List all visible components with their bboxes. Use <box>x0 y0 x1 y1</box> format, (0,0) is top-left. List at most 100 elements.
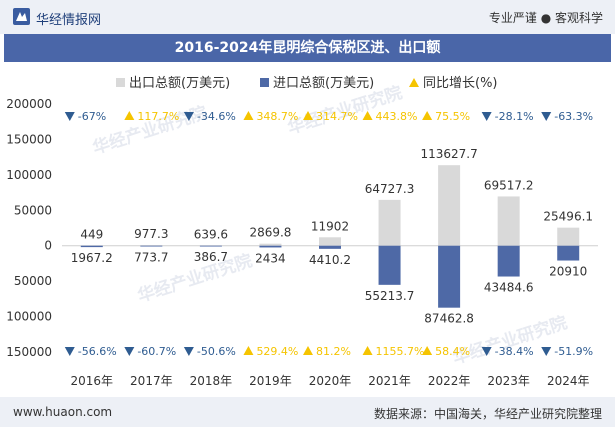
legend-label-import: 进口总额(万美元) <box>273 76 374 91</box>
import-bar <box>378 245 401 285</box>
legend-swatch-export <box>116 78 125 87</box>
triangle-up-icon <box>362 111 373 120</box>
import-bar <box>497 245 520 277</box>
x-tick-label: 2020年 <box>309 374 352 388</box>
y-tick-label: 50000 <box>14 203 52 217</box>
export-growth-label: 314.7% <box>316 110 358 123</box>
y-tick-label: 150000 <box>6 132 52 146</box>
import-value-label: 20910 <box>549 265 587 279</box>
export-growth-label: 348.7% <box>256 110 298 123</box>
triangle-up-icon <box>362 346 373 355</box>
export-value-label: 449 <box>80 227 103 241</box>
triangle-up-icon <box>303 346 313 355</box>
export-bar <box>199 245 222 247</box>
triangle-down-icon <box>64 347 75 356</box>
import-growth-label: 1155.7% <box>376 345 425 358</box>
y-tick-label: 50000 <box>14 274 52 288</box>
y-tick-label: 200000 <box>6 97 52 111</box>
header-bar <box>0 0 615 34</box>
site-url: www.huaon.com <box>13 405 113 419</box>
triangle-down-icon <box>541 347 552 356</box>
import-bar <box>319 245 341 249</box>
triangle-up-icon <box>422 111 433 120</box>
export-growth-label: -28.1% <box>495 110 534 123</box>
import-bar <box>140 245 163 247</box>
y-tick-label: 0 <box>44 239 52 253</box>
x-tick-label: 2022年 <box>428 374 471 388</box>
import-bar <box>557 245 580 261</box>
import-growth-label: -60.7% <box>137 345 176 358</box>
export-bar <box>378 199 401 246</box>
import-growth-label: 81.2% <box>316 345 351 358</box>
triangle-down-icon <box>481 347 492 356</box>
y-tick-label: 100000 <box>6 168 52 182</box>
import-growth-label: 529.4% <box>256 345 298 358</box>
export-bar <box>259 243 282 246</box>
import-bar <box>80 245 103 248</box>
y-tick-label: 100000 <box>6 310 52 324</box>
export-value-label: 25496.1 <box>543 210 593 224</box>
export-value-label: 69517.2 <box>484 178 534 192</box>
triangle-down-icon <box>124 347 135 356</box>
import-bar <box>199 245 222 247</box>
triangle-down-icon <box>481 112 492 121</box>
tagline: 专业严谨 ● 客观科学 <box>488 11 603 25</box>
export-bar <box>319 237 341 246</box>
import-bar <box>438 245 461 308</box>
legend-label-export: 出口总额(万美元) <box>129 76 230 91</box>
triangle-up-icon <box>422 346 433 355</box>
legend-triangle-icon <box>409 78 419 87</box>
import-growth-label: 58.4% <box>435 345 470 358</box>
export-value-label: 639.6 <box>194 227 228 241</box>
triangle-down-icon <box>183 112 194 121</box>
import-value-label: 2434 <box>255 251 286 265</box>
import-bar <box>259 245 282 248</box>
triangle-up-icon <box>243 346 254 355</box>
x-tick-label: 2018年 <box>190 374 233 388</box>
export-bar <box>557 227 580 246</box>
huajing-logo-icon <box>13 8 30 25</box>
import-growth-label: -51.9% <box>554 345 593 358</box>
x-tick-label: 2024年 <box>547 374 590 388</box>
export-growth-label: 75.5% <box>435 110 470 123</box>
triangle-up-icon <box>303 111 313 120</box>
triangle-up-icon <box>243 111 254 120</box>
export-growth-label: -67% <box>78 110 106 123</box>
import-growth-label: -56.6% <box>78 345 117 358</box>
export-growth-label: 443.8% <box>376 110 418 123</box>
export-growth-label: -34.6% <box>197 110 236 123</box>
footer-bar <box>0 397 615 427</box>
x-tick-label: 2016年 <box>71 374 114 388</box>
x-tick-label: 2017年 <box>130 374 173 388</box>
import-value-label: 1967.2 <box>71 251 113 265</box>
x-tick-label: 2021年 <box>368 374 411 388</box>
triangle-down-icon <box>64 112 75 121</box>
import-value-label: 4410.2 <box>309 253 351 267</box>
export-growth-label: 117.7% <box>137 110 179 123</box>
export-value-label: 64727.3 <box>365 182 415 196</box>
import-value-label: 43484.6 <box>484 281 534 295</box>
x-tick-label: 2023年 <box>487 374 530 388</box>
export-value-label: 113627.7 <box>420 147 477 161</box>
x-tick-label: 2019年 <box>249 374 292 388</box>
triangle-down-icon <box>541 112 552 121</box>
legend-label-growth: 同比增长(%) <box>423 76 498 91</box>
triangle-down-icon <box>183 347 194 356</box>
import-value-label: 386.7 <box>194 250 228 264</box>
export-bar <box>438 165 461 246</box>
export-value-label: 977.3 <box>134 227 168 241</box>
legend-swatch-import <box>260 78 269 87</box>
triangle-up-icon <box>124 111 135 120</box>
import-growth-label: -50.6% <box>197 345 236 358</box>
import-growth-label: -38.4% <box>495 345 534 358</box>
chart-title: 2016-2024年昆明综合保税区进、出口额 <box>4 34 611 62</box>
data-source: 数据来源：中国海关，华经产业研究院整理 <box>373 407 602 421</box>
export-bar <box>140 245 163 246</box>
export-bar <box>497 196 520 246</box>
import-value-label: 773.7 <box>134 250 168 264</box>
export-value-label: 2869.8 <box>249 226 291 240</box>
import-value-label: 87462.8 <box>424 312 474 326</box>
brand-name: 华经情报网 <box>36 13 102 28</box>
y-tick-label: 150000 <box>6 345 52 359</box>
